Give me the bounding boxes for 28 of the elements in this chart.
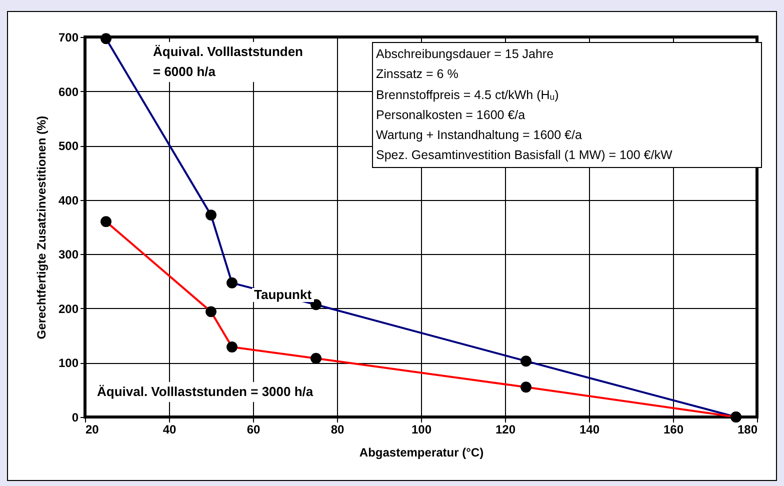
series-label: Äquival. Volllaststunden = 3000 h/a <box>94 382 316 402</box>
annotation: Spez. Gesamtinvestition Basisfall (1 MW) = 100 €/kW <box>376 147 674 164</box>
x-tick-label: 140 <box>579 422 600 436</box>
x-tick-label: 40 <box>162 422 176 436</box>
x-tick-label: 100 <box>411 422 432 436</box>
annotation: Wartung + Instandhaltung = 1600 €/a <box>376 127 583 144</box>
y-tick-label: 500 <box>58 139 79 154</box>
annotation: Brennstoffpreis = 4.5 ct/kWh (Hᵤ) <box>376 86 560 104</box>
y-tick-label: 600 <box>58 84 79 99</box>
x-tick-label: 160 <box>663 422 684 436</box>
y-tick-label: 300 <box>58 248 79 262</box>
x-tick-label: 120 <box>495 422 516 436</box>
annotation: Abschreibungsdauer = 15 Jahre <box>376 46 555 63</box>
x-tick-label: 60 <box>246 422 260 436</box>
y-tick-label: 400 <box>58 193 79 208</box>
y-tick-label: 100 <box>58 356 79 370</box>
x-tick-label: 20 <box>86 422 100 436</box>
x-tick-label: 80 <box>330 422 344 436</box>
y-tick-label: 0 <box>72 410 79 424</box>
x-tick-label: 180 <box>737 422 758 436</box>
annotation: Personalkosten = 1600 €/a <box>376 106 526 124</box>
y-tick-label: 200 <box>58 302 79 316</box>
y-tick-label: 700 <box>58 30 79 44</box>
annotation: Taupunkt <box>252 287 314 302</box>
series-label: Äquival. Volllaststunden = 6000 h/a <box>150 42 306 82</box>
y-axis-title: Gerechtfertigte Zusatzinvestitionen (%) <box>34 116 48 340</box>
x-axis-title: Abgastemperatur (°C) <box>359 446 484 460</box>
annotation: Zinssatz = 6 % <box>376 66 460 84</box>
